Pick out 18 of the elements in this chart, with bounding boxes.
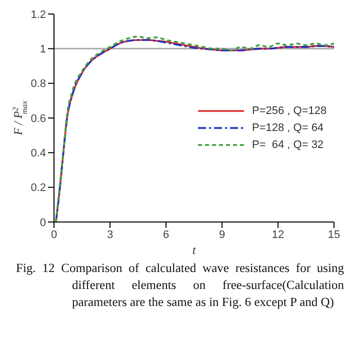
y-tick-label: 1.2 (30, 8, 46, 21)
x-axis-title: t (192, 243, 196, 257)
x-tick-label: 0 (50, 228, 58, 241)
y-tick-label: 0.6 (30, 112, 46, 125)
x-tick-label: 9 (218, 228, 226, 241)
y-tick-label: 1 (40, 44, 46, 56)
x-tick-label: 3 (106, 228, 114, 241)
x-tick-label: 6 (162, 228, 170, 241)
y-tick-label: 0.2 (30, 182, 46, 194)
x-tick-label: 12 (272, 228, 284, 241)
legend-label: P=128 , Q= 64 (252, 122, 324, 134)
legend-label: P=256 , Q=128 (252, 104, 327, 116)
y-tick-label: 0 (40, 216, 46, 229)
y-tick-label: 0.8 (30, 78, 46, 90)
x-tick-label: 15 (328, 228, 340, 241)
y-tick-label: 0.4 (30, 148, 46, 160)
caption: Fig. 12 Comparison of calculated wave resistances for using different elements on free-surface(Calculation parameters are the same as in Fig. 6 except P and Q) (15, 260, 344, 311)
legend-label: P= 64 , Q= 32 (252, 138, 324, 150)
